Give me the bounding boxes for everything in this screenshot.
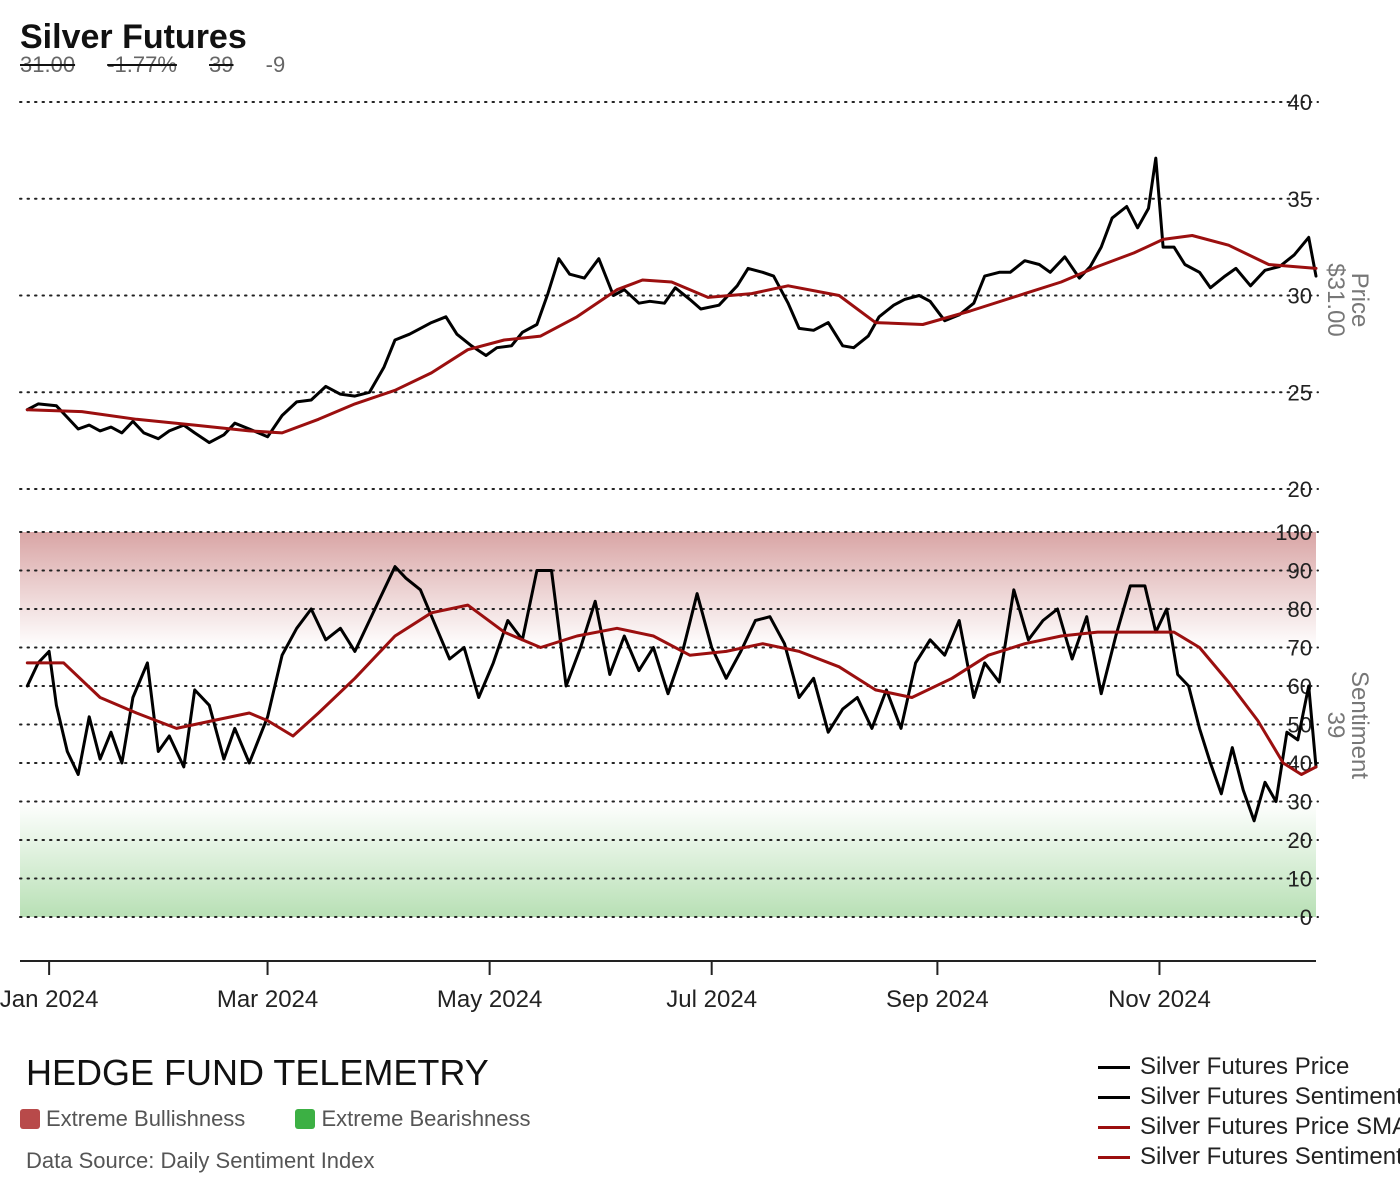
price-tick-label: 35 [1288, 187, 1312, 212]
legend-item-price-sma[interactable]: Silver Futures Price SMA [1098, 1112, 1400, 1142]
price-change-percent: -1.77% [107, 52, 177, 77]
x-axis-tick-label: Sep 2024 [886, 986, 989, 1013]
sentiment-tick-label: 0 [1300, 905, 1312, 930]
bullish-swatch [20, 1109, 40, 1129]
legend-item-sentiment[interactable]: Silver Futures Sentiment [1098, 1082, 1400, 1112]
price-series-silver-futures-price [25, 156, 1318, 445]
chart-canvas: 2025303540Price$31.000102030405060708090… [0, 90, 1373, 1013]
legend-item-sentiment-sma[interactable]: Silver Futures Sentiment SMA [1098, 1142, 1400, 1172]
zone-legend-bearish: Extreme Bearishness [295, 1106, 531, 1132]
sentiment-zone-bearish [20, 801, 1316, 917]
sentiment-change: -9 [265, 52, 286, 77]
bearish-swatch [295, 1109, 316, 1129]
price-tick-label: 25 [1288, 380, 1312, 405]
legend-line-sentiment-sma [1098, 1155, 1130, 1159]
x-axis-tick-label: Mar 2024 [217, 986, 318, 1013]
series-legend: Silver Futures Price Silver Futures Sent… [1098, 1052, 1400, 1172]
current-sentiment: 39 [209, 52, 234, 77]
price-series-silver-futures-price-sma [25, 234, 1318, 435]
legend-line-price [1098, 1065, 1130, 1069]
x-axis-tick-label: May 2024 [437, 986, 542, 1013]
legend-label-price-sma: Silver Futures Price SMA [1140, 1113, 1400, 1140]
sentiment-zone-bullish [20, 532, 1316, 648]
sentiment-axis-title: Sentiment [1346, 671, 1373, 779]
legend-line-sentiment [1098, 1095, 1130, 1099]
sentiment-tick-label: 90 [1288, 559, 1312, 584]
brand-name: HEDGE FUND TELEMETRY [26, 1052, 489, 1093]
sentiment-current-value: 39 [1322, 712, 1349, 739]
data-source: Data Source: Daily Sentiment Index [26, 1148, 375, 1173]
current-price: 31.00 [20, 52, 76, 77]
price-tick-label: 30 [1288, 284, 1312, 309]
stats-row: 31.00 -1.77% 39 -9 [20, 52, 311, 78]
legend-line-price-sma [1098, 1125, 1130, 1129]
x-axis-tick-label: Jan 2024 [0, 986, 99, 1013]
sentiment-series-silver-futures-sentiment [25, 565, 1318, 823]
price-tick-label: 20 [1288, 477, 1312, 502]
chart-title: Silver Futures [20, 18, 247, 56]
price-current-value: $31.00 [1322, 263, 1349, 336]
legend-item-price[interactable]: Silver Futures Price [1098, 1052, 1400, 1082]
legend-label-sentiment-sma: Silver Futures Sentiment SMA [1140, 1143, 1400, 1170]
x-axis-tick-label: Jul 2024 [666, 986, 757, 1013]
legend-label-sentiment: Silver Futures Sentiment [1140, 1083, 1400, 1110]
legend-label-price: Silver Futures Price [1140, 1053, 1350, 1080]
sentiment-tick-label: 30 [1288, 790, 1312, 815]
x-axis-tick-label: Nov 2024 [1108, 986, 1211, 1013]
sentiment-tick-label: 10 [1288, 867, 1312, 892]
sentiment-tick-label: 20 [1288, 828, 1312, 853]
sentiment-tick-label: 80 [1288, 597, 1312, 622]
zone-legend: Extreme Bullishness Extreme Bearishness [20, 1106, 575, 1135]
sentiment-tick-label: 70 [1288, 636, 1312, 661]
sentiment-series-silver-futures-sentiment-sma [25, 603, 1318, 776]
bearish-label: Extreme Bearishness [321, 1106, 531, 1131]
price-axis-title: Price [1346, 273, 1373, 328]
bullish-label: Extreme Bullishness [46, 1106, 246, 1131]
price-tick-label: 40 [1288, 90, 1312, 115]
sentiment-tick-label: 100 [1275, 520, 1312, 545]
zone-legend-bullish: Extreme Bullishness [20, 1106, 245, 1132]
